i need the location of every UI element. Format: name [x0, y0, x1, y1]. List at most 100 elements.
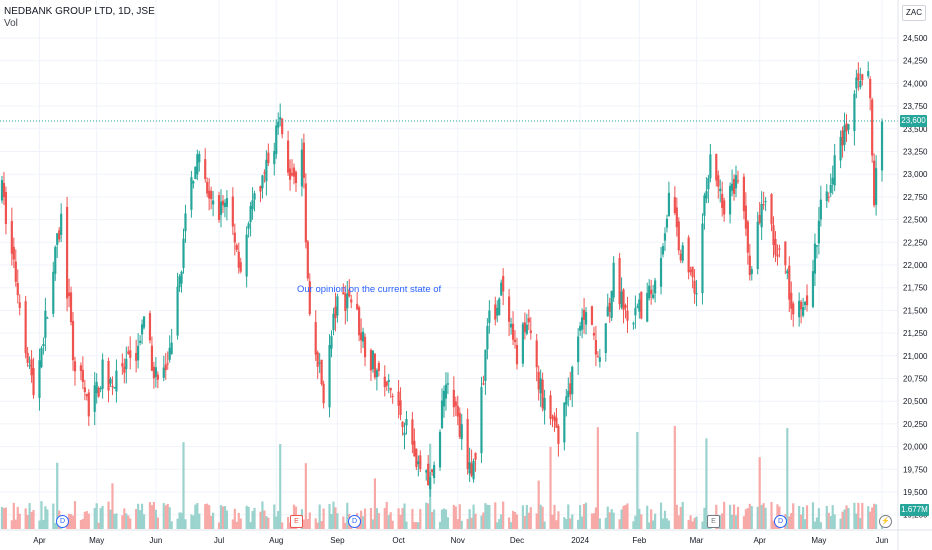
candle-body — [125, 358, 128, 370]
volume-bar — [148, 502, 152, 529]
volume-legend[interactable]: Vol — [4, 18, 18, 29]
volume-bar — [839, 518, 842, 529]
candle-body — [454, 401, 457, 406]
volume-bar — [673, 425, 676, 529]
earnings-marker[interactable]: E — [707, 515, 720, 528]
candle-body — [584, 312, 588, 325]
candle-body — [358, 307, 361, 336]
candle-body — [764, 201, 767, 203]
price-tick-label: 24,500 — [903, 34, 928, 43]
candle-body — [525, 324, 528, 334]
volume-bar — [679, 506, 682, 529]
earnings-marker[interactable]: E — [290, 515, 303, 528]
volume-bar — [182, 442, 185, 529]
candle-body — [401, 421, 404, 428]
volume-bar — [97, 522, 100, 529]
candle-body — [880, 121, 884, 171]
volume-bar — [496, 522, 499, 529]
volume-bar — [646, 505, 649, 529]
volume-bar — [786, 428, 789, 529]
candle-body — [819, 199, 822, 220]
volume-bar — [127, 515, 130, 529]
volume-bar — [626, 503, 629, 529]
volume-bar — [69, 514, 73, 529]
candle-body — [502, 276, 505, 292]
volume-bar — [210, 515, 213, 529]
volume-bar — [458, 504, 461, 529]
volume-bar — [596, 427, 599, 529]
dividend-marker[interactable]: D — [56, 515, 69, 528]
candle-body — [608, 302, 611, 312]
volume-bar — [419, 508, 422, 529]
candle-body — [28, 365, 31, 367]
candle-body — [748, 255, 751, 276]
candle-body — [328, 344, 331, 408]
time-tick-label: Jun — [876, 536, 889, 545]
volume-bar — [827, 512, 830, 529]
volume-bar — [391, 520, 394, 529]
volume-bar — [841, 511, 844, 529]
candle-body — [12, 246, 15, 260]
volume-bar — [612, 512, 615, 529]
volume-bar — [308, 512, 311, 529]
candle-body — [543, 398, 546, 411]
candle-body — [350, 299, 353, 303]
dividend-marker[interactable]: D — [774, 515, 787, 528]
volume-bar — [10, 520, 13, 529]
volume-bar — [557, 511, 560, 529]
currency-button[interactable]: ZAC — [902, 5, 926, 21]
candle-body — [67, 292, 71, 297]
dividend-marker[interactable]: D — [348, 515, 361, 528]
symbol-title[interactable]: NEDBANK GROUP LTD, 1D, JSE — [4, 6, 155, 17]
volume-bar — [83, 511, 86, 529]
candle-body — [383, 376, 386, 388]
price-tick-label: 22,250 — [903, 238, 928, 247]
candle-body — [198, 153, 201, 163]
volume-bar — [590, 513, 594, 529]
candle-body — [444, 384, 448, 399]
candle-body — [346, 293, 349, 309]
candle-body — [101, 359, 104, 389]
volume-bar — [748, 503, 751, 529]
candle-body — [869, 78, 872, 99]
split-event-icon[interactable]: ⚡ — [879, 515, 892, 528]
candle-body — [204, 159, 207, 179]
volume-bar — [377, 513, 380, 529]
volume-bar — [764, 507, 767, 529]
volume-bar — [99, 508, 102, 529]
volume-bar — [594, 507, 598, 529]
candle-body — [537, 371, 540, 390]
candle-body — [135, 353, 138, 361]
volume-bar — [32, 510, 35, 529]
price-tick-label: 21,500 — [903, 306, 928, 315]
candle-body — [83, 387, 86, 392]
volume-bar — [142, 514, 146, 529]
candle-body — [251, 200, 254, 210]
volume-bar — [622, 505, 625, 529]
candle-body — [123, 366, 126, 373]
candle-body — [511, 323, 515, 340]
volume-bar — [551, 514, 554, 529]
candle-body — [523, 322, 526, 333]
candle-body — [431, 469, 434, 472]
candle-body — [845, 123, 848, 132]
volume-bar — [196, 503, 199, 529]
volume-bar — [316, 522, 319, 529]
volume-bar — [111, 483, 114, 529]
candle-body — [798, 300, 801, 318]
price-tick-label: 21,250 — [903, 329, 928, 338]
volume-bar — [744, 509, 747, 529]
idea-annotation[interactable]: Our opinion on the current state of — [297, 284, 442, 295]
candle-body — [721, 193, 724, 208]
volume-bar — [81, 518, 84, 529]
candle-body — [500, 282, 503, 296]
time-tick-label: 2024 — [571, 536, 589, 545]
candles — [0, 61, 884, 497]
candle-body — [817, 220, 820, 244]
candle-body — [24, 301, 27, 354]
candle-body — [618, 257, 621, 304]
candle-body — [652, 294, 655, 299]
candle-body — [316, 352, 319, 367]
candle-body — [348, 289, 351, 297]
